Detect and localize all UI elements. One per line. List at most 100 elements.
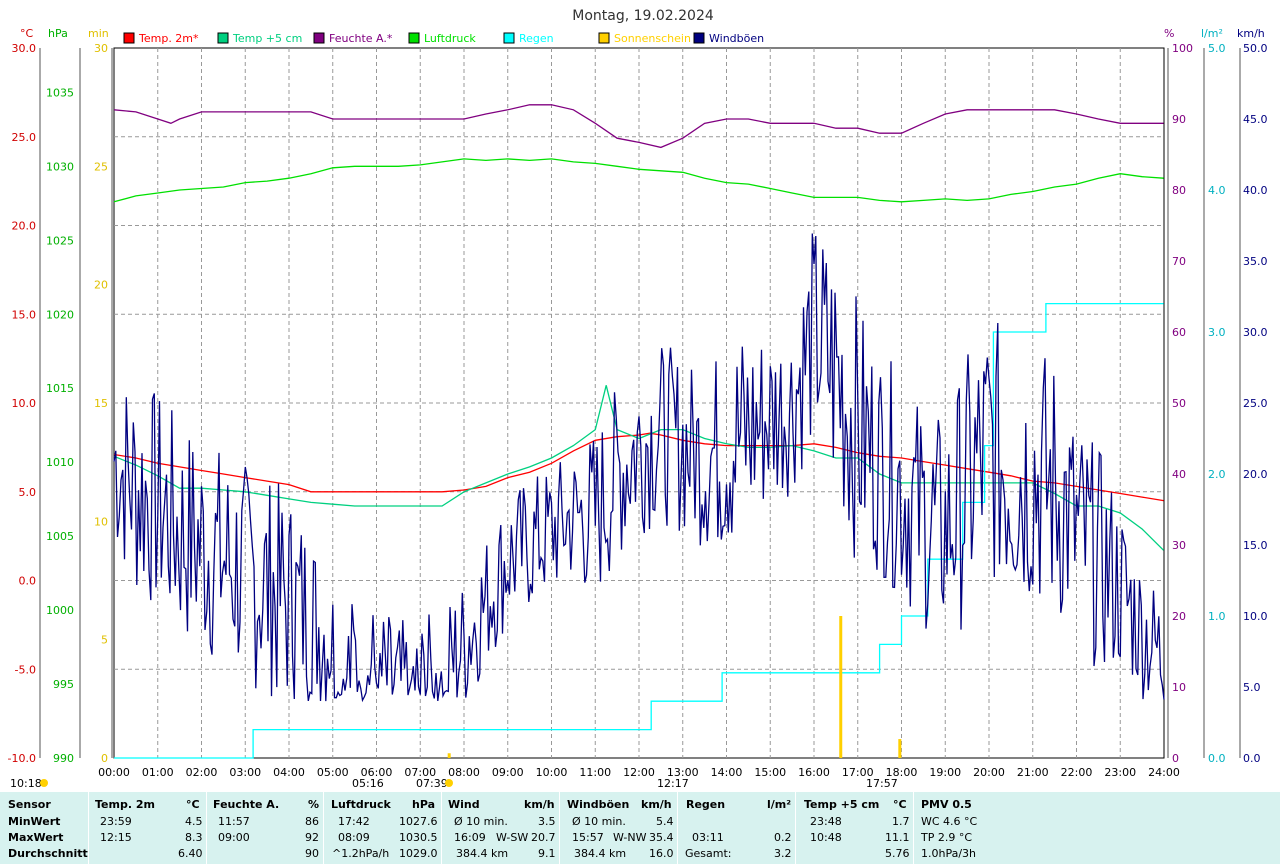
boen-min-val: 5.4 — [656, 815, 674, 828]
tick-pressure: 1010 — [46, 456, 74, 469]
unit-humidity: % — [1164, 27, 1174, 40]
tick-x: 00:00 — [98, 766, 130, 779]
chart-title: Montag, 19.02.2024 — [572, 8, 714, 24]
feuchte-min-val: 86 — [305, 815, 319, 828]
tick-pressure: 995 — [53, 678, 74, 691]
tick-humidity: 100 — [1172, 42, 1193, 55]
tick-x: 19:00 — [929, 766, 961, 779]
tick-x: 04:00 — [273, 766, 305, 779]
legend-label: Feuchte A.* — [329, 32, 393, 45]
legend-label: Temp. 2m* — [138, 32, 199, 45]
t5-max-time: 10:48 — [810, 831, 842, 844]
unit-minutes: min — [88, 27, 109, 40]
legend-swatch — [123, 32, 135, 44]
sun-bar — [839, 616, 843, 758]
pmv-row-3: 1.0hPa/3h — [921, 847, 977, 860]
tick-humidity: 50 — [1172, 397, 1186, 410]
axis-ticks: 30.0 25.0 20.0 15.0 10.0 5.0 0.0 -5.0 -10.0 1035 1… — [8, 42, 1268, 779]
unit-rain: l/m² — [1201, 27, 1223, 40]
col-pmv: PMV 0.5 WC 4.6 °C TP 2.9 °C 1.0hPa/3h — [913, 792, 1280, 864]
boen-avg-val: 16.0 — [649, 847, 674, 860]
tick-temp: 15.0 — [12, 308, 37, 321]
col-t5: Temp +5 cm °C 23:48 1.7 10:48 11.1 5.76 — [795, 792, 914, 864]
tick-wind: 20.0 — [1243, 468, 1268, 481]
plot-area — [113, 104, 1165, 759]
unit-pressure: hPa — [48, 27, 68, 40]
druck-avg-val: 1029.0 — [399, 847, 438, 860]
series-luftdruck — [113, 158, 1164, 203]
tick-pressure: 1020 — [46, 308, 74, 321]
tick-wind: 40.0 — [1243, 184, 1268, 197]
feuchte-max-val: 92 — [305, 831, 319, 844]
col-regen: Regen l/m² 03:11 0.2 Gesamt: 3.2 — [677, 792, 796, 864]
tick-humidity: 0 — [1172, 752, 1179, 765]
tick-temp: 0.0 — [19, 575, 37, 588]
tick-rain: 1.0 — [1208, 610, 1226, 623]
tick-x: 08:00 — [448, 766, 480, 779]
legend-swatch — [598, 32, 610, 44]
druck-min-time: 17:42 — [338, 815, 370, 828]
tick-humidity: 70 — [1172, 255, 1186, 268]
legend-label: Windböen — [709, 32, 764, 45]
legend-swatch — [313, 32, 325, 44]
t5-min-time: 23:48 — [810, 815, 842, 828]
row-min-label: MinWert — [8, 815, 61, 828]
feuchte-max-time: 09:00 — [218, 831, 250, 844]
sun-icon — [40, 779, 48, 787]
legend-swatch — [503, 32, 515, 44]
wind-min-val: 3.5 — [538, 815, 556, 828]
tick-pressure: 1000 — [46, 604, 74, 617]
tick-x: 23:00 — [1104, 766, 1136, 779]
tick-temp: 30.0 — [12, 42, 37, 55]
tick-humidity: 20 — [1172, 610, 1186, 623]
boen-min-label: Ø 10 min. — [572, 815, 626, 828]
legend-swatch — [693, 32, 705, 44]
t5-avg-val: 5.76 — [885, 847, 910, 860]
tick-x: 01:00 — [142, 766, 174, 779]
tick-x: 21:00 — [1017, 766, 1049, 779]
boen-avg-label: 384.4 km — [574, 847, 627, 860]
hdr-feuchte: Feuchte A. — [213, 798, 280, 811]
wind-avg-val: 9.1 — [538, 847, 556, 860]
tick-pressure: 1025 — [46, 234, 74, 247]
tick-minutes: 25 — [94, 160, 108, 173]
time-sunrise: 07:39 — [416, 777, 448, 790]
time-left: 10:18 — [10, 777, 42, 790]
tick-humidity: 60 — [1172, 326, 1186, 339]
hdr-t5-unit: °C — [893, 798, 907, 811]
col-boen: Windböen km/h Ø 10 min. 5.4 15:57 W-NW 3… — [559, 792, 678, 864]
hdr-wind-unit: km/h — [524, 798, 555, 811]
axis-units: °C hPa min % l/m² km/h — [20, 27, 1265, 40]
tick-humidity: 40 — [1172, 468, 1186, 481]
regen-avg-val: 3.2 — [774, 847, 792, 860]
tick-wind: 10.0 — [1243, 610, 1268, 623]
wind-max-val: 20.7 — [531, 831, 556, 844]
regen-avg-label: Gesamt: — [685, 847, 732, 860]
weather-chart: Montag, 19.02.2024 °C hPa min % l/m² km/… — [7, 8, 1268, 790]
legend-swatch — [408, 32, 420, 44]
summary-table: Sensor MinWert MaxWert Durchschnitt Temp… — [0, 792, 1280, 864]
tick-temp: 10.0 — [12, 397, 37, 410]
druck-min-val: 1027.6 — [399, 815, 438, 828]
tick-rain: 3.0 — [1208, 326, 1226, 339]
tick-humidity: 90 — [1172, 113, 1186, 126]
wind-min-label: Ø 10 min. — [454, 815, 508, 828]
tick-wind: 50.0 — [1243, 42, 1268, 55]
druck-max-time: 08:09 — [338, 831, 370, 844]
tick-x: 13:00 — [667, 766, 699, 779]
tick-minutes: 5 — [101, 634, 108, 647]
boen-max-dir: W-NW — [613, 831, 647, 844]
tick-wind: 5.0 — [1243, 681, 1261, 694]
tick-pressure: 990 — [53, 752, 74, 765]
col-druck: Luftdruck hPa 17:42 1027.6 08:09 1030.5 … — [323, 792, 442, 864]
tick-wind: 35.0 — [1243, 255, 1268, 268]
legend-label: Regen — [519, 32, 554, 45]
pmv-row-1: WC 4.6 °C — [921, 815, 978, 828]
hdr-temp: Temp. 2m — [95, 798, 155, 811]
tick-x: 02:00 — [186, 766, 218, 779]
unit-temp: °C — [20, 27, 34, 40]
tick-x: 11:00 — [579, 766, 611, 779]
hdr-feuchte-unit: % — [308, 798, 320, 811]
t5-max-val: 11.1 — [885, 831, 910, 844]
hdr-regen: Regen — [686, 798, 726, 811]
